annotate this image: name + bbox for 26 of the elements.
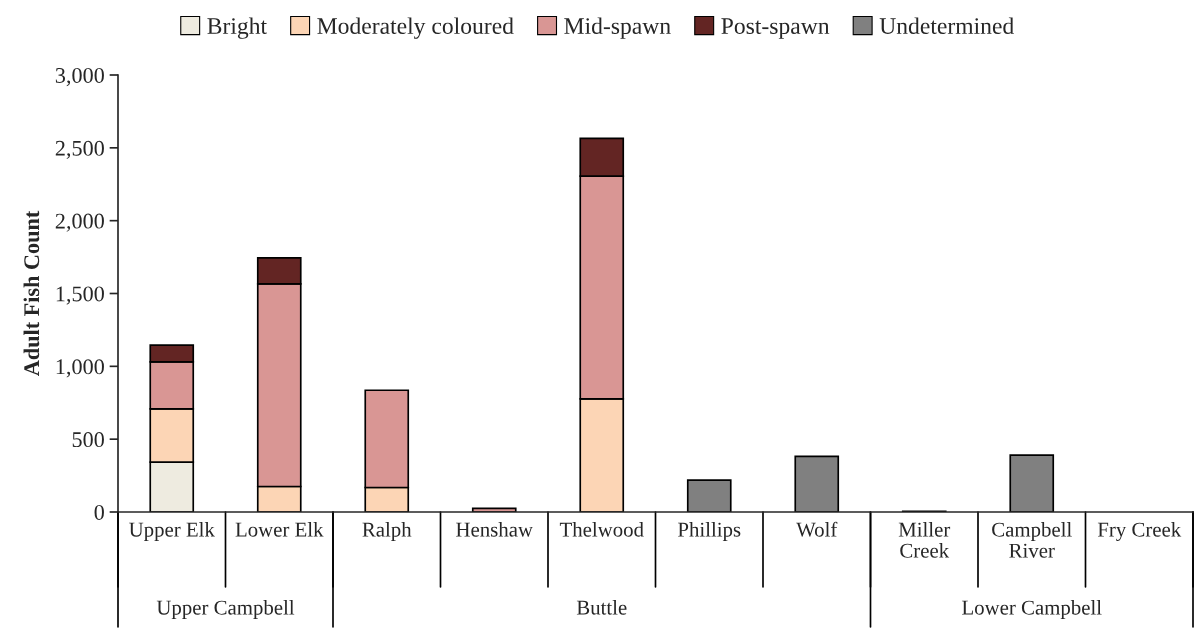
text: Buttle	[576, 600, 627, 615]
text: Upper Campbell	[156, 600, 295, 619]
x-tick-label: Ralph	[362, 522, 412, 541]
legend-label: Moderately coloured	[317, 17, 514, 39]
x-tick-label: Miller Creek	[898, 522, 951, 558]
x-tick-label: Thelwood	[559, 522, 644, 537]
x-tick-label: Upper Elk	[129, 522, 215, 541]
x-tick-label: Lower Elk	[235, 522, 324, 537]
y-tick-label: 2,000	[55, 213, 104, 232]
legend-label: Bright	[207, 17, 267, 39]
x-tick-label: Campbell River	[992, 522, 1072, 558]
y-tick-label: 1,000	[56, 359, 104, 378]
y-tick-label: 3,000	[55, 67, 104, 87]
y-tick-label: 2,500	[55, 140, 104, 159]
text: Lower Campbell	[962, 600, 1102, 619]
legend-label: Mid-spawn	[564, 17, 671, 39]
x-tick-label: Wolf	[796, 521, 838, 537]
legend-label: Undetermined	[879, 17, 1014, 34]
y-axis-title: Adult Fish Count	[23, 210, 40, 377]
y-tick-label: 0	[94, 504, 104, 520]
x-tick-label: Fry Creek	[1097, 522, 1182, 541]
y-tick-label: 1,500	[56, 286, 104, 305]
x-tick-label: Phillips	[678, 522, 741, 541]
legend-label: Post-spawn	[721, 18, 830, 39]
y-tick-label: 500	[72, 432, 104, 448]
x-tick-label: Henshaw	[456, 522, 533, 537]
